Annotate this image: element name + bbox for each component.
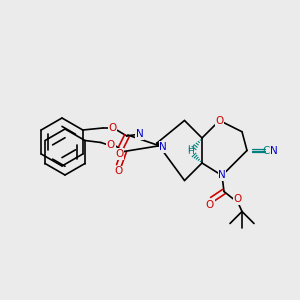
Text: N: N [136, 129, 144, 139]
Text: N: N [270, 146, 278, 155]
Text: H: H [187, 146, 194, 154]
Text: O: O [115, 167, 123, 176]
Text: H: H [187, 148, 194, 157]
Text: O: O [234, 194, 242, 205]
Text: N: N [218, 170, 226, 181]
Text: O: O [116, 149, 124, 159]
Text: O: O [215, 116, 223, 125]
Text: O: O [109, 123, 117, 133]
Text: O: O [206, 200, 214, 209]
Text: C: C [262, 146, 270, 155]
Text: O: O [107, 140, 115, 149]
Text: N: N [159, 142, 167, 152]
